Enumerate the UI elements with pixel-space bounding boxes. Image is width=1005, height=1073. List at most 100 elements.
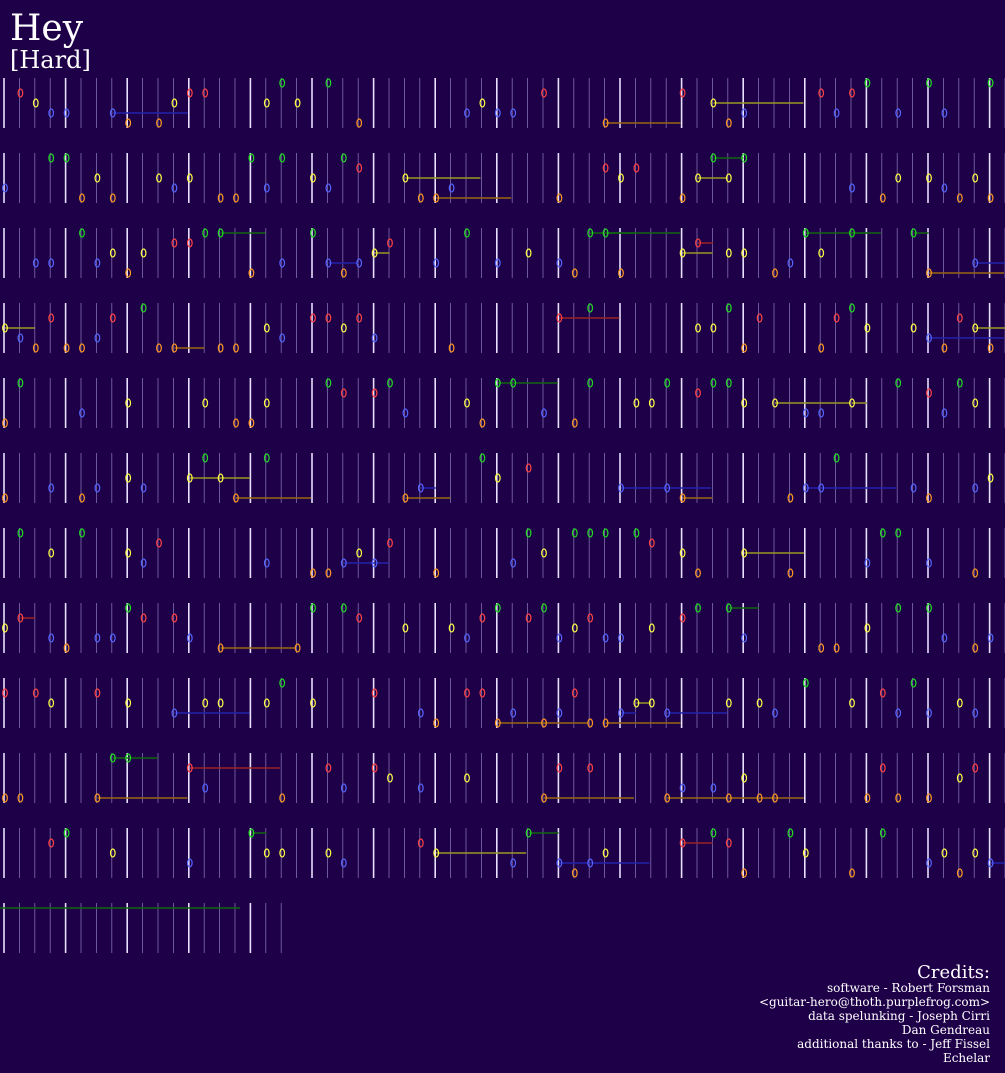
note — [79, 528, 85, 538]
note — [494, 258, 501, 268]
note — [633, 528, 640, 538]
note — [602, 118, 609, 128]
note — [664, 708, 671, 718]
note — [48, 838, 55, 848]
note — [125, 548, 132, 558]
note — [618, 268, 624, 278]
note — [417, 193, 424, 203]
note — [972, 258, 979, 268]
note — [725, 793, 732, 803]
note — [926, 793, 932, 803]
note — [48, 548, 55, 558]
note — [910, 228, 917, 238]
note — [618, 633, 624, 643]
note — [525, 463, 532, 473]
note — [972, 763, 979, 773]
note — [864, 78, 871, 88]
note — [725, 838, 732, 848]
note — [433, 718, 440, 728]
note — [648, 398, 655, 408]
note — [279, 258, 286, 268]
note — [263, 98, 270, 108]
note — [356, 163, 363, 173]
note — [371, 248, 378, 258]
note — [864, 793, 871, 803]
note — [156, 343, 162, 353]
note — [310, 568, 316, 578]
note — [818, 483, 825, 493]
note — [833, 643, 840, 653]
note — [602, 848, 609, 858]
note — [371, 688, 378, 698]
note — [787, 258, 794, 268]
note — [79, 228, 85, 238]
note — [279, 848, 286, 858]
note — [541, 718, 547, 728]
note — [987, 858, 994, 868]
note — [448, 343, 455, 353]
note — [325, 313, 332, 323]
credits-line: additional thanks to - Jeff Fissel — [797, 1037, 990, 1051]
note — [725, 378, 732, 388]
note — [910, 678, 917, 688]
credits-lines: software - Robert Forsman<guitar-hero@th… — [759, 981, 990, 1065]
note — [464, 773, 470, 783]
note — [17, 613, 24, 623]
note — [263, 698, 270, 708]
note — [741, 548, 748, 558]
note — [217, 193, 224, 203]
note — [156, 118, 162, 128]
note — [233, 418, 239, 428]
note — [725, 118, 732, 128]
note — [864, 623, 871, 633]
note — [849, 228, 855, 238]
note — [171, 613, 178, 623]
note — [2, 623, 8, 633]
note — [525, 528, 532, 538]
note — [417, 483, 424, 493]
note — [972, 323, 979, 333]
note — [941, 848, 948, 858]
note — [17, 333, 24, 343]
note — [879, 763, 886, 773]
note — [571, 868, 578, 878]
note — [202, 783, 209, 793]
note — [387, 238, 393, 248]
note — [125, 398, 132, 408]
note — [741, 773, 748, 783]
note — [679, 548, 686, 558]
note — [279, 793, 286, 803]
note — [125, 118, 132, 128]
note — [325, 848, 332, 858]
note — [571, 688, 578, 698]
credits-line: Echelar — [943, 1051, 990, 1065]
note — [94, 483, 101, 493]
note — [387, 378, 393, 388]
note — [2, 493, 8, 503]
note — [926, 78, 932, 88]
note — [879, 528, 886, 538]
note — [787, 828, 794, 838]
note — [109, 753, 116, 763]
note — [695, 388, 701, 398]
note — [587, 228, 594, 238]
note — [263, 183, 270, 193]
note — [310, 698, 316, 708]
note — [926, 858, 932, 868]
note — [587, 763, 594, 773]
note — [972, 483, 979, 493]
note — [325, 183, 332, 193]
note — [217, 698, 224, 708]
note — [941, 108, 948, 118]
note — [849, 303, 855, 313]
note — [556, 193, 563, 203]
note — [802, 483, 809, 493]
note — [802, 228, 809, 238]
note — [525, 828, 532, 838]
note — [263, 453, 270, 463]
note — [510, 858, 517, 868]
note — [464, 228, 470, 238]
note — [263, 323, 270, 333]
note — [109, 313, 116, 323]
